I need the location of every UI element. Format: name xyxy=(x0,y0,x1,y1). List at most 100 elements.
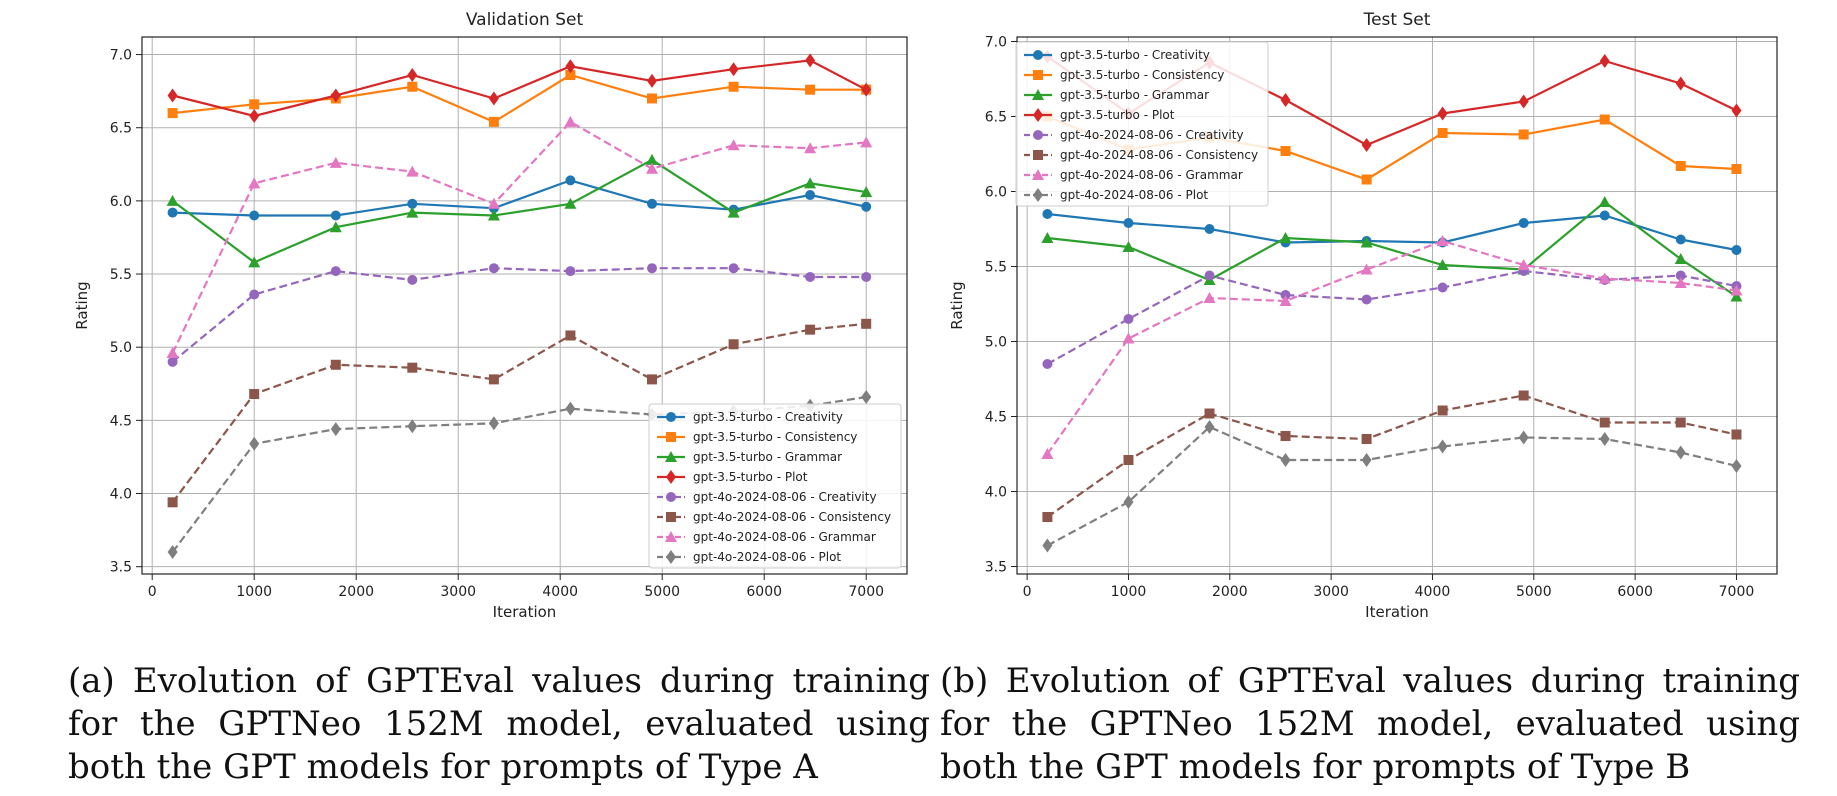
legend-marker xyxy=(665,531,677,542)
data-point xyxy=(1041,232,1054,243)
data-point xyxy=(1675,270,1686,281)
data-point xyxy=(1437,439,1448,454)
legend-entry: gpt-3.5-turbo - Plot xyxy=(1060,108,1175,122)
data-point xyxy=(487,197,500,209)
y-tick-label: 4.5 xyxy=(985,410,1007,426)
y-tick-label: 7.0 xyxy=(110,48,132,64)
data-point xyxy=(646,153,658,165)
data-point xyxy=(248,177,261,189)
data-point xyxy=(329,156,342,168)
y-tick-label: 4.0 xyxy=(110,487,132,503)
data-point xyxy=(1042,512,1053,522)
x-tick-label: 3000 xyxy=(440,584,476,600)
data-point xyxy=(1599,417,1610,428)
legend-entry: gpt-3.5-turbo - Grammar xyxy=(1060,88,1209,102)
data-point xyxy=(728,62,739,77)
series-gpt-4o-2024-08-06-consistency xyxy=(1042,390,1742,522)
y-tick-label: 3.5 xyxy=(110,560,132,576)
legend: gpt-3.5-turbo - Creativity gpt-3.5-turbo … xyxy=(648,403,902,569)
data-point xyxy=(1599,54,1610,68)
data-point xyxy=(728,339,739,350)
legend-marker xyxy=(1033,50,1043,60)
data-point xyxy=(1122,332,1135,344)
data-point xyxy=(1674,253,1687,264)
data-point xyxy=(1731,429,1742,440)
series-line xyxy=(1046,269,1737,365)
data-point xyxy=(1123,495,1134,509)
legend-entry: gpt-4o-2024-08-06 - Grammar xyxy=(693,530,876,544)
grid xyxy=(1011,37,1777,580)
data-point xyxy=(804,177,817,189)
legend-entry: gpt-3.5-turbo - Consistency xyxy=(693,430,857,444)
data-point xyxy=(407,419,418,434)
x-tick-label: 2000 xyxy=(338,584,374,600)
plot-frame xyxy=(1016,36,1778,575)
data-point xyxy=(1675,76,1686,91)
data-point xyxy=(647,374,657,385)
data-point xyxy=(330,422,341,437)
data-point xyxy=(1123,314,1134,324)
data-point xyxy=(1042,538,1053,553)
data-point xyxy=(565,175,576,186)
y-tick-label: 5.5 xyxy=(110,267,132,283)
legend-marker xyxy=(666,470,676,484)
data-point xyxy=(488,263,499,274)
data-point xyxy=(487,209,500,221)
series-line xyxy=(1046,239,1737,455)
series-gpt-4o-2024-08-06-grammar xyxy=(1041,235,1743,459)
data-point xyxy=(861,201,872,212)
x-tick-label: 5000 xyxy=(644,584,680,600)
series-line xyxy=(172,59,867,118)
data-point xyxy=(1675,234,1686,245)
x-tick-label: 7000 xyxy=(1719,584,1755,600)
data-point xyxy=(727,139,740,151)
data-point xyxy=(1361,453,1372,467)
data-point xyxy=(1599,114,1610,125)
legend-marker xyxy=(1032,89,1044,100)
legend-entry: gpt-3.5-turbo - Plot xyxy=(693,470,808,484)
data-point xyxy=(1204,408,1215,419)
data-point xyxy=(249,389,260,400)
data-point xyxy=(407,274,418,285)
x-tick-label: 1000 xyxy=(1111,584,1147,600)
data-point xyxy=(1518,390,1529,401)
legend-marker xyxy=(666,550,676,564)
y-tick-label: 7.0 xyxy=(985,35,1007,51)
data-point xyxy=(1203,292,1216,303)
x-axis-label: Iteration xyxy=(493,603,557,621)
caption-a: (a) Evolution of GPTEval values during t… xyxy=(68,661,930,787)
data-point xyxy=(1436,235,1449,246)
data-point xyxy=(1361,294,1372,305)
data-point xyxy=(1280,146,1291,156)
data-point xyxy=(647,198,657,209)
legend-entry: gpt-4o-2024-08-06 - Plot xyxy=(1060,188,1208,202)
data-point xyxy=(1042,359,1053,369)
data-point xyxy=(406,206,419,218)
legend-entry: gpt-3.5-turbo - Grammar xyxy=(693,450,842,464)
legend-marker xyxy=(666,512,676,522)
series-gpt-4o-2024-08-06-creativity xyxy=(167,263,872,367)
data-point xyxy=(1041,448,1054,459)
legend-entry: gpt-3.5-turbo - Creativity xyxy=(1060,48,1210,62)
data-point xyxy=(727,206,740,218)
series-gpt-4o-2024-08-06-grammar xyxy=(166,115,873,359)
x-axis-label: Iteration xyxy=(1365,603,1429,621)
series-gpt-3-5-turbo-plot xyxy=(167,53,872,124)
data-point xyxy=(329,221,342,233)
data-point xyxy=(647,93,657,104)
data-point xyxy=(565,70,576,81)
test-set-chart: 0 1000 2000 3000 4000 5000 6000 7000 3.5 4.0 4.5 5.… xyxy=(948,10,1778,621)
x-tick-label: 0 xyxy=(148,584,157,600)
legend-entry: gpt-3.5-turbo - Creativity xyxy=(693,410,843,424)
y-tick-label: 3.5 xyxy=(985,560,1007,576)
series-line xyxy=(171,395,867,553)
data-point xyxy=(1518,218,1529,228)
data-point xyxy=(1280,453,1291,467)
data-point xyxy=(861,318,872,329)
data-point xyxy=(167,545,178,560)
data-point xyxy=(646,162,658,174)
data-point xyxy=(1731,459,1742,473)
y-axis-label: Rating xyxy=(73,281,91,329)
data-point xyxy=(565,266,576,277)
x-tick-label: 6000 xyxy=(1617,584,1653,600)
